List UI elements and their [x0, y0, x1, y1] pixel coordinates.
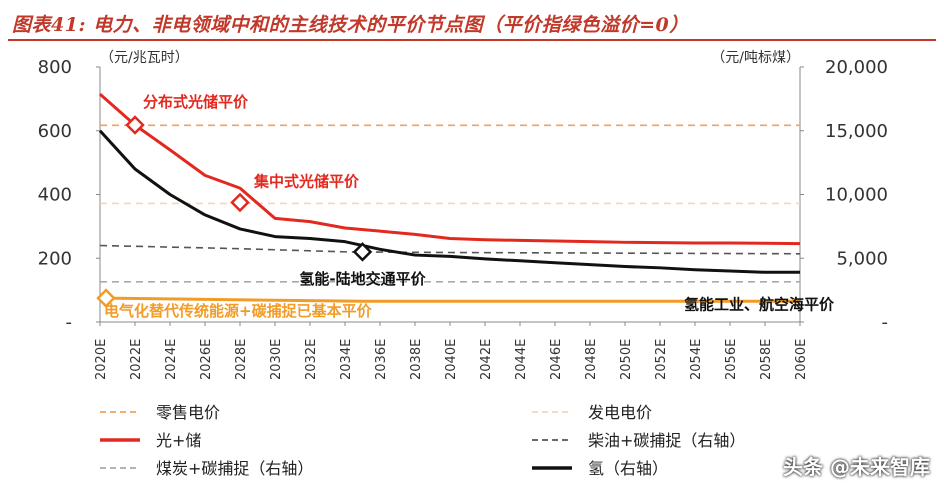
legend-label: 发电电价 [588, 403, 652, 422]
series-line [99, 244, 801, 255]
parity-marker [96, 288, 116, 308]
legend-label: 零售电价 [156, 403, 220, 422]
x-axis-tick-label: 2054E [689, 339, 704, 380]
parity-marker [230, 192, 250, 213]
x-axis-tick-label: 2030E [269, 339, 284, 380]
annotation-label: 氢能工业、航空海平价 [684, 295, 835, 313]
x-axis-tick-label: 2048E [584, 339, 599, 380]
left-axis-tick-label: 800 [38, 57, 72, 78]
left-axis-tick-label: 600 [38, 121, 72, 142]
x-axis-tick-label: 2058E [759, 339, 774, 380]
parity-marker [125, 115, 145, 135]
right-axis-tick-label: 5,000 [836, 248, 888, 269]
legend-label: 煤炭+碳捕捉（右轴） [156, 459, 313, 478]
legend-label: 氢（右轴） [588, 459, 668, 478]
series-line [99, 92, 801, 246]
x-axis-tick-label: 2034E [339, 339, 354, 380]
right-axis-tick-label: 20,000 [825, 57, 888, 78]
series-line [98, 129, 800, 274]
right-axis-tick-label: 10,000 [825, 185, 888, 206]
x-axis-tick-label: 2060E [794, 339, 809, 380]
parity-marker [352, 242, 373, 262]
x-axis-tick-label: 2046E [549, 339, 564, 380]
x-axis-tick-label: 2038E [409, 339, 424, 380]
x-axis-tick-label: 2056E [724, 339, 739, 380]
left-axis-tick-label: 400 [38, 185, 72, 206]
legend-label: 光+储 [156, 431, 201, 450]
x-axis-tick-label: 2036E [374, 339, 389, 380]
title-divider [8, 39, 936, 41]
x-axis-tick-label: 2026E [199, 339, 214, 380]
right-axis-tick-label: 15,000 [825, 121, 888, 142]
x-axis-tick-label: 2050E [619, 339, 634, 380]
x-axis-tick-label: 2020E [94, 339, 109, 380]
left-axis-tick-label: 200 [38, 248, 72, 269]
x-axis-tick-label: 2042E [479, 339, 494, 380]
watermark: 头条 @未来智库 [783, 455, 930, 479]
x-axis-tick-label: 2022E [129, 339, 144, 380]
x-axis-tick-label: 2040E [444, 339, 459, 380]
left-axis-tick-label: - [66, 312, 73, 333]
x-axis-tick-label: 2052E [654, 339, 669, 380]
annotation-label: 集中式光储平价 [253, 172, 360, 190]
chart-title: 图表41: 电力、非电领域中和的主线技术的平价节点图（平价指绿色溢价=0） [12, 14, 689, 36]
x-axis-tick-label: 2032E [304, 339, 319, 380]
right-axis-tick-label: - [882, 312, 889, 333]
x-axis-tick-label: 2044E [514, 339, 529, 380]
x-axis-tick-label: 2028E [234, 339, 249, 380]
legend-label: 柴油+碳捕捉（右轴） [588, 431, 745, 450]
left-axis-unit-label: （元/兆瓦时） [100, 50, 189, 66]
x-axis-tick-label: 2024E [164, 339, 179, 380]
right-axis-unit-label: （元/吨标煤） [711, 50, 800, 66]
orange-band-line [99, 296, 800, 303]
annotation-label: 分布式光储平价 [143, 93, 249, 111]
annotation-label: 电气化替代传统能源+碳捕捉已基本平价 [104, 302, 373, 320]
annotation-label: 氢能-陆地交通平价 [299, 270, 426, 288]
